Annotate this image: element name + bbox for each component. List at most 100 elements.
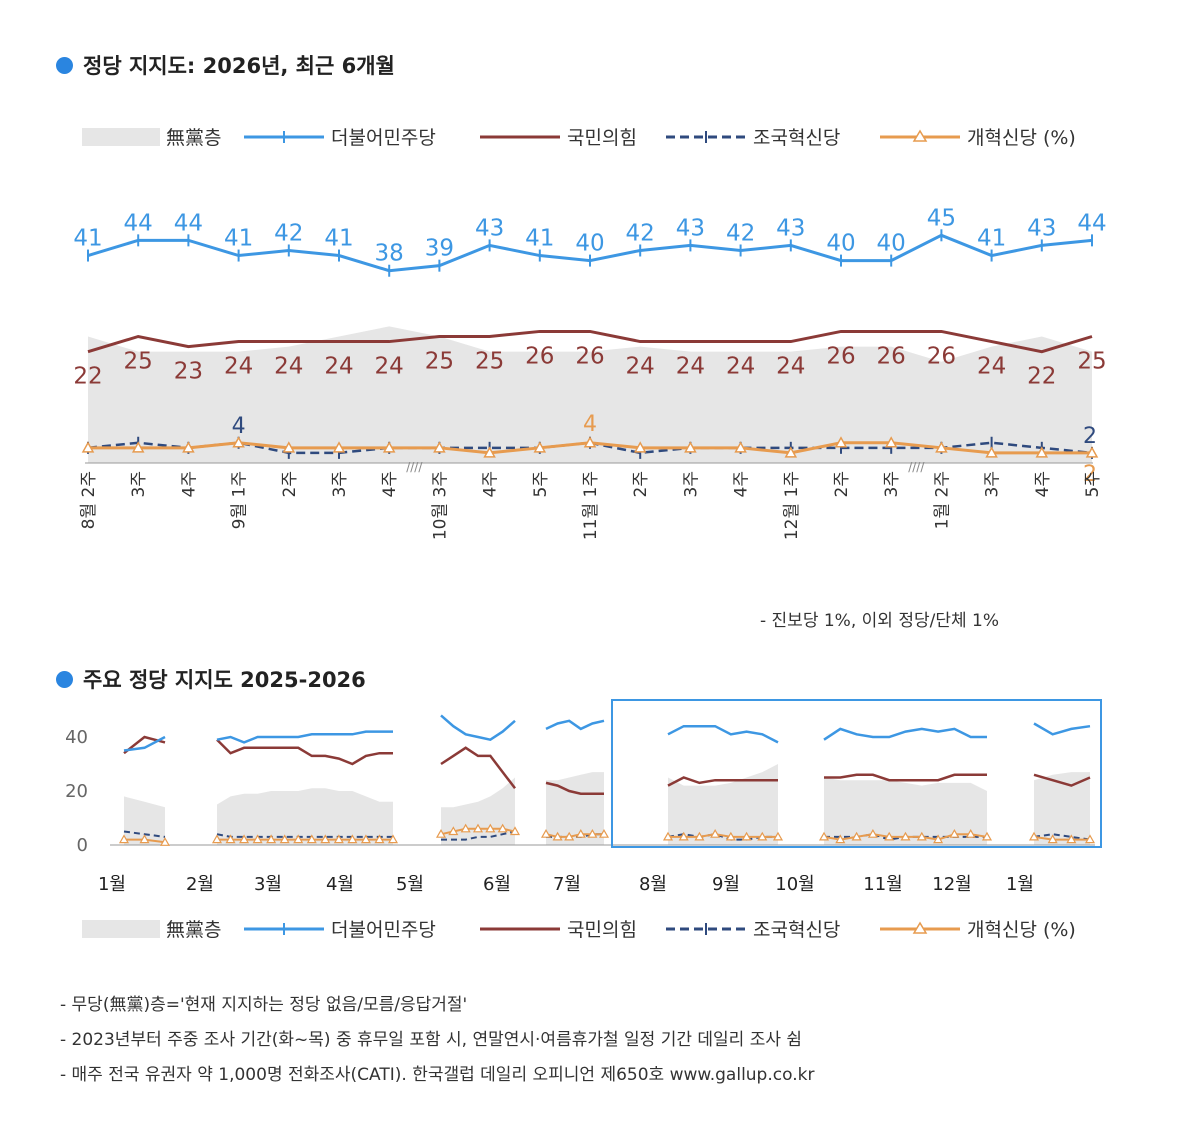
reform-line-segment-point [347,834,358,844]
none-area-segment [546,772,604,845]
x-tick-label: 3주 [681,471,701,497]
reform-line-point [182,441,195,453]
ppp-data-label: 22 [1027,364,1056,390]
dem-data-label: 40 [877,231,906,257]
none-area-segment [1034,772,1090,845]
ppp-line-segment [545,781,604,795]
reform-line-point [1085,446,1099,458]
dem-data-label: 42 [726,220,755,246]
ppp-data-label: 24 [224,354,253,380]
reform-line-segment-point [710,828,721,838]
ppp-data-label: 24 [274,354,303,380]
reform-line-segment-point [678,831,689,841]
x-tick-label: 3주 [983,471,1003,497]
dem-data-label: 40 [575,231,604,257]
ppp-data-label: 26 [575,343,604,369]
chart1-none-area [88,326,1092,463]
reform-line-segment-point [587,828,598,838]
axis-break-mark: //// [908,460,925,474]
legend-reform-line-icon [880,129,960,142]
dem-line-segment [823,727,987,741]
x-tick-label: 2주 [280,471,300,497]
legend-reform-label: 개혁신당 (%) [967,919,1076,941]
ppp-data-label: 24 [324,354,353,380]
reform-line-segment-point [757,831,768,841]
ppp-data-label: 24 [375,354,404,380]
reform-line-segment-point [118,834,130,844]
ppp-data-label: 26 [525,343,554,369]
reform-line-segment-point [867,828,878,838]
dem-data-label: 44 [124,210,153,236]
reform-line-segment-point [360,834,371,844]
dem-data-label: 43 [1027,215,1056,241]
x-tick-label: 6월 [483,874,511,895]
chart2-title: 주요 정당 지지도 2025-2026 [56,664,366,694]
x-tick-label: 8월 2주 [79,471,99,529]
reform-line-point [232,436,245,448]
ppp-data-label: 26 [877,343,906,369]
dem-data-label: 45 [927,205,956,231]
reform-line-segment-point [835,834,846,844]
dem-data-label: 41 [977,226,1006,252]
reform-line-segment-point [279,834,290,844]
reform-line-point [81,441,95,453]
x-tick-label: 1월 2주 [932,471,952,529]
dem-data-label: 38 [375,241,404,267]
reform-line-segment-point [448,826,459,836]
reform-line-segment-point [239,834,250,844]
legend-dem-line-icon [244,131,324,143]
x-tick-label: 2주 [631,471,651,497]
reform-line-segment-point [662,831,674,841]
dem-data-label: 43 [776,215,805,241]
reform-line-segment-point [575,828,586,838]
legend-dem-line-icon [244,923,324,935]
chart2-legend: 無黨층 더불어민주당 국민의힘 조국혁신당 개혁신당 (%) [82,919,1076,941]
reform-line-segment-point [1084,834,1096,844]
reform-line-segment-point [741,831,752,841]
reform-line-segment-point [694,831,705,841]
reform-line-segment-point [540,828,552,838]
reform-line-segment-point [435,828,447,838]
dem-data-label: 43 [475,215,504,241]
dem-data-label: 41 [324,226,353,252]
reform-line-segment [1033,835,1090,841]
reform-line-point [332,441,346,453]
legend-rebuild-label: 조국혁신당 [753,127,840,149]
reform-line-segment-point [139,834,150,844]
reform-data-label: 2 [1083,462,1097,487]
chart1-legend: 無黨층 더불어민주당 국민의힘 조국혁신당 개혁신당 (%) [82,127,1076,149]
reform-line-segment-point [320,834,331,844]
rebuild-data-label: 4 [232,414,246,439]
x-tick-label: 10월 3주 [430,471,450,540]
x-tick-label: 9월 1주 [230,471,250,529]
legend-none-label: 無黨층 [166,919,221,941]
reform-line-segment-point [252,834,263,844]
dem-data-label: 41 [73,226,102,252]
x-tick-label: 7월 [553,874,581,895]
recent-period-highlight [611,699,1102,848]
reform-line-segment-point [1047,834,1058,844]
ppp-line [87,329,1093,354]
reform-line-segment-point [225,834,236,844]
x-tick-label: 3월 [254,874,282,895]
reform-line-point [784,446,798,458]
dem-data-label: 44 [1077,210,1106,236]
reform-line-segment-point [949,828,960,838]
x-tick-label: 12월 [932,874,971,895]
legend-reform-line-icon [880,921,960,934]
reform-line-segment-point [497,823,508,833]
x-tick-label: 8월 [639,874,667,895]
dem-data-label: 42 [626,220,655,246]
x-tick-label: 2주 [832,471,852,497]
chart1-title: 정당 지지도: 2026년, 최근 6개월 [56,50,395,80]
reform-line-segment-point [965,828,976,838]
reform-line-segment-point [725,831,736,841]
dem-data-label: 41 [224,226,253,252]
y-tick-label: 0 [77,835,88,856]
reform-line-segment-point [772,831,784,841]
ppp-data-label: 22 [73,364,102,390]
dem-data-label: 43 [676,215,705,241]
reform-line-point [985,446,998,458]
other-parties-note: - 진보당 1%, 이외 정당/단체 1% [760,611,999,631]
